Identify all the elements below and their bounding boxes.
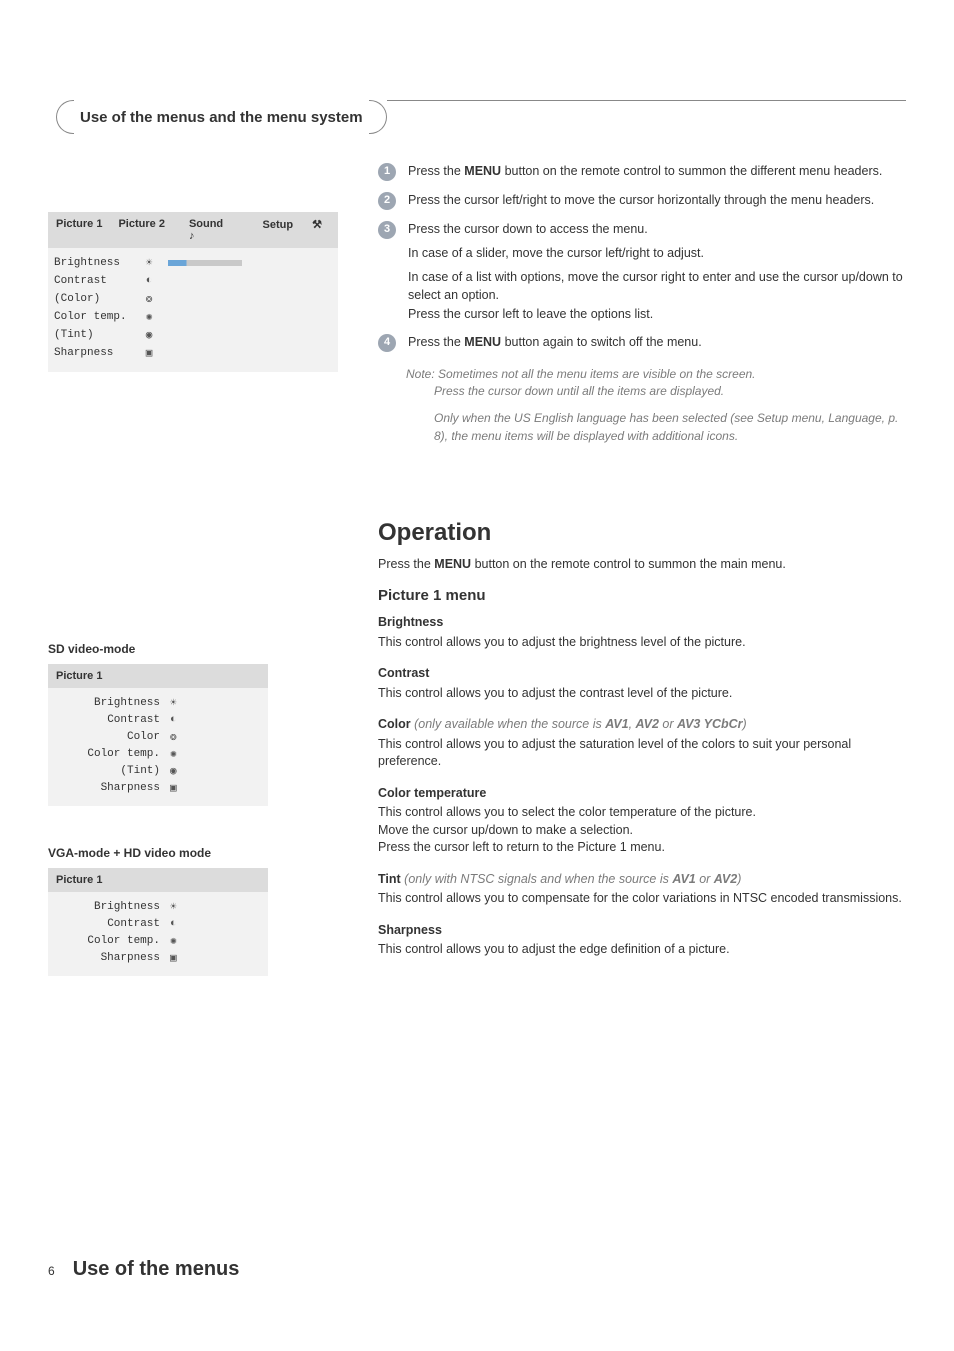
osd-row: Sharpness▣ [54,344,332,362]
vga-mode-label: VGA-mode + HD video mode [48,846,338,860]
sparkle-icon: ✺ [170,747,177,761]
step-badge-4: 4 [378,334,396,352]
osd-row-label: (Tint) [54,329,140,341]
entry-color-temp: Color temperature This control allows yo… [378,785,906,857]
sparkle-icon: ✺ [170,934,177,948]
osd-row: Color temp.✺ [54,308,332,326]
section-title: Use of the menus and the menu system [70,103,373,132]
step-3-text: Press the cursor down to access the menu… [408,220,906,323]
note-line-2: Press the cursor down until all the item… [434,383,906,400]
osd-row-label: Sharpness [54,347,140,359]
tint-icon: ◉ [140,328,158,342]
sd-mode-menu: Picture 1 Brightness☀Contrast◐Color❂Colo… [48,664,268,806]
mini-menu-row: Sharpness▣ [54,779,262,796]
operation-intro: Press the MENU button on the remote cont… [378,557,906,571]
header-line [387,100,906,101]
osd-row: Contrast◐ [54,272,332,290]
menu-osd-screenshot: Picture 1 Picture 2 Sound ♪ Setup ⚒ Brig… [48,212,338,372]
note-line-3: Only when the US English language has be… [434,410,906,445]
tab-setup: Setup ⚒ [247,212,339,248]
operation-heading: Operation [378,519,906,547]
step-1-text: Press the MENU button on the remote cont… [408,162,906,181]
step-badge-3: 3 [378,221,396,239]
step-badge-2: 2 [378,192,396,210]
page-number: 6 [48,1264,55,1278]
osd-row-label: Contrast [54,275,140,287]
entry-brightness: Brightness This control allows you to ad… [378,614,906,651]
mini-menu-row: Brightness☀ [54,694,262,711]
osd-slider-bar [168,260,242,266]
mini-menu-row: Brightness☀ [54,898,262,915]
contrast-icon: ◐ [140,275,158,287]
page-footer: 6 Use of the menus [48,1258,239,1281]
bracket-right [369,100,387,134]
sun-icon: ☀ [170,696,177,710]
note-line-1: Note: Sometimes not all the menu items a… [406,366,906,383]
footer-title: Use of the menus [73,1258,240,1281]
osd-row-label: (Color) [54,293,140,305]
entry-sharpness: Sharpness This control allows you to adj… [378,922,906,959]
entry-color: Color (only available when the source is… [378,716,906,771]
mini-menu-row: Contrast◐ [54,711,262,728]
mini-row-label: Brightness [54,901,170,913]
sparkle-icon: ✺ [140,310,158,324]
osd-row-label: Color temp. [54,311,140,323]
step-3: 3 Press the cursor down to access the me… [378,220,906,323]
step-badge-1: 1 [378,163,396,181]
mini-menu-row: Sharpness▣ [54,949,262,966]
osd-row: (Tint)◉ [54,326,332,344]
mini-menu-row: (Tint)◉ [54,762,262,779]
mini-menu-row: Color temp.✺ [54,932,262,949]
sharp-icon: ▣ [170,951,177,965]
picture1-menu-heading: Picture 1 menu [378,587,906,604]
mini-row-label: Contrast [54,714,170,726]
tab-sound: Sound ♪ [173,212,247,248]
note-block: Note: Sometimes not all the menu items a… [406,366,906,446]
entry-tint: Tint (only with NTSC signals and when th… [378,871,906,908]
mini-row-label: Contrast [54,918,170,930]
palette-icon: ❂ [140,292,158,306]
step-1: 1 Press the MENU button on the remote co… [378,162,906,181]
mini-row-label: Color temp. [54,935,170,947]
sun-icon: ☀ [170,900,177,914]
mini-row-label: Color [54,731,170,743]
step-2: 2 Press the cursor left/right to move th… [378,191,906,210]
palette-icon: ❂ [170,730,177,744]
mini-row-label: (Tint) [54,765,170,777]
vga-menu-header: Picture 1 [48,868,268,892]
step-4-text: Press the MENU button again to switch of… [408,333,906,352]
osd-tabs: Picture 1 Picture 2 Sound ♪ Setup ⚒ [48,212,338,248]
mini-row-label: Brightness [54,697,170,709]
section-header: Use of the menus and the menu system [56,100,906,134]
mini-menu-row: Color❂ [54,728,262,745]
sun-icon: ☀ [140,256,158,270]
mini-menu-row: Contrast◐ [54,915,262,932]
tint-icon: ◉ [170,764,177,778]
sharp-icon: ▣ [140,346,158,360]
tab-picture2: Picture 2 [110,212,172,248]
sd-mode-label: SD video-mode [48,642,338,656]
step-4: 4 Press the MENU button again to switch … [378,333,906,352]
sharp-icon: ▣ [170,781,177,795]
mini-menu-row: Color temp.✺ [54,745,262,762]
contrast-icon: ◐ [170,918,177,930]
mini-row-label: Sharpness [54,952,170,964]
step-2-text: Press the cursor left/right to move the … [408,191,906,210]
osd-row: (Color)❂ [54,290,332,308]
tab-picture1: Picture 1 [48,212,110,248]
mini-row-label: Sharpness [54,782,170,794]
contrast-icon: ◐ [170,714,177,726]
osd-row-label: Brightness [54,257,140,269]
osd-row: Brightness☀ [54,254,332,272]
sd-menu-header: Picture 1 [48,664,268,688]
mini-row-label: Color temp. [54,748,170,760]
vga-mode-menu: Picture 1 Brightness☀Contrast◐Color temp… [48,868,268,976]
setup-icon: ⚒ [304,213,330,237]
entry-contrast: Contrast This control allows you to adju… [378,665,906,702]
sound-icon: ♪ [181,224,203,248]
